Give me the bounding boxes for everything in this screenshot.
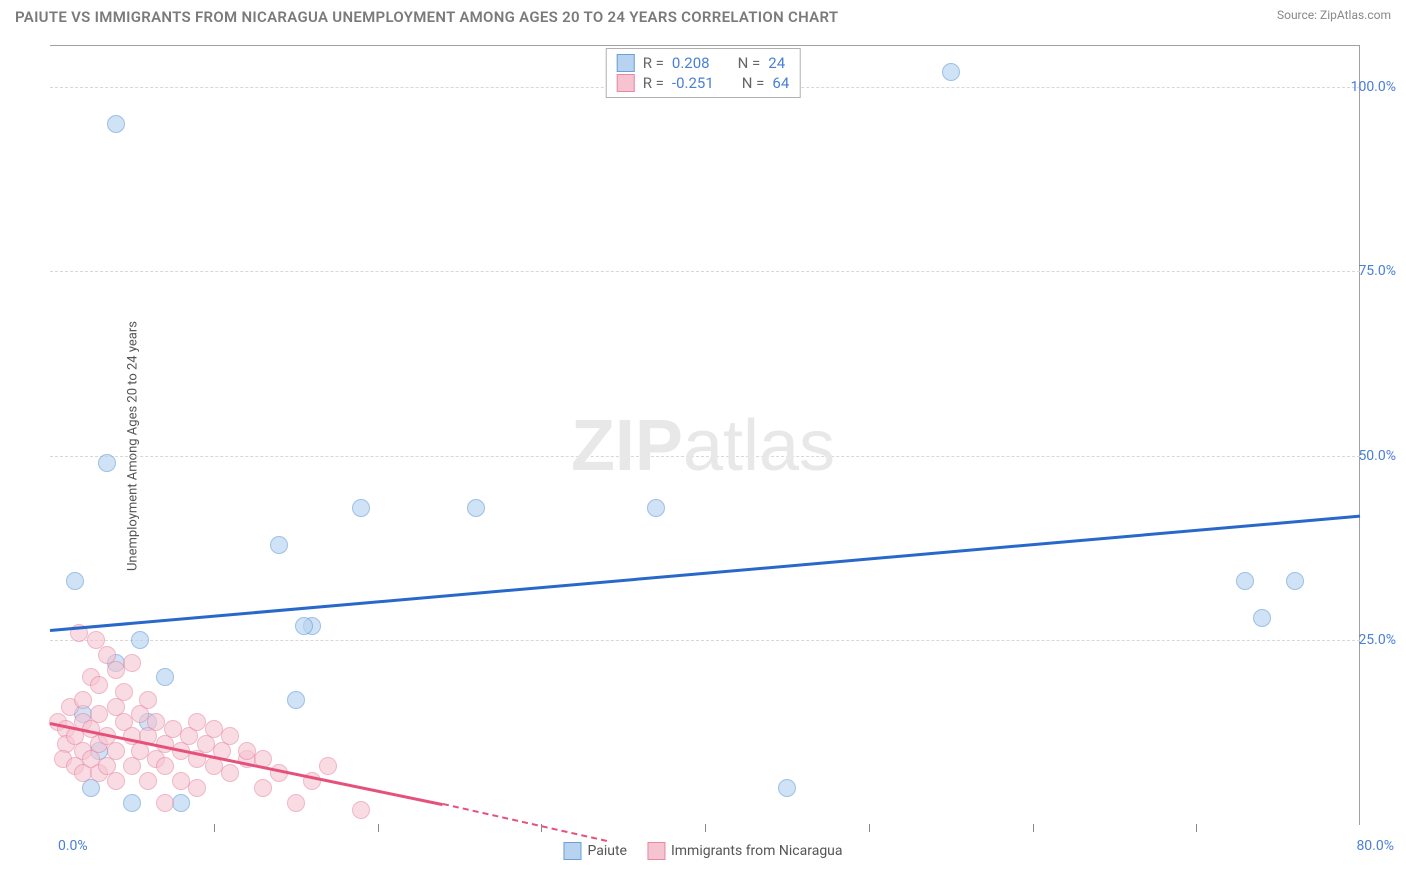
n-label: N = — [738, 54, 761, 72]
x-tick — [1196, 824, 1197, 832]
legend-item-nicaragua: Immigrants from Nicaragua — [647, 842, 843, 860]
scatter-point — [1236, 572, 1254, 590]
scatter-point — [164, 720, 182, 738]
swatch-nicaragua — [617, 74, 635, 92]
scatter-point — [156, 757, 174, 775]
x-tick — [214, 824, 215, 832]
scatter-point — [352, 499, 370, 517]
chart-header: PAIUTE VS IMMIGRANTS FROM NICARAGUA UNEM… — [0, 0, 1406, 40]
chart-container: PAIUTE VS IMMIGRANTS FROM NICARAGUA UNEM… — [0, 0, 1406, 892]
y-tick-label: 75.0% — [1358, 263, 1396, 279]
chart-title: PAIUTE VS IMMIGRANTS FROM NICARAGUA UNEM… — [15, 8, 838, 26]
scatter-point — [205, 720, 223, 738]
scatter-point — [115, 683, 133, 701]
x-tick — [378, 824, 379, 832]
scatter-point — [238, 742, 256, 760]
scatter-point — [156, 668, 174, 686]
legend-swatch-paiute — [563, 842, 581, 860]
legend-label-paiute: Paiute — [587, 843, 627, 859]
scatter-point — [98, 454, 116, 472]
scatter-point — [467, 499, 485, 517]
scatter-point — [107, 772, 125, 790]
scatter-point — [131, 631, 149, 649]
y-tick-label: 25.0% — [1358, 632, 1396, 648]
scatter-point — [123, 654, 141, 672]
x-tick-label-min: 0.0% — [58, 838, 88, 854]
scatter-point — [87, 631, 105, 649]
scatter-point — [172, 794, 190, 812]
scatter-point — [139, 691, 157, 709]
legend: Paiute Immigrants from Nicaragua — [563, 842, 842, 860]
scatter-point — [942, 63, 960, 81]
gridline — [50, 271, 1360, 272]
x-tick-label-max: 80.0% — [1356, 838, 1394, 854]
scatter-point — [778, 779, 796, 797]
x-tick — [869, 824, 870, 832]
stats-row-nicaragua: R = -0.251 N = 64 — [617, 73, 790, 93]
scatter-point — [295, 617, 313, 635]
r-value-paiute: 0.208 — [672, 54, 710, 72]
stats-box: R = 0.208 N = 24 R = -0.251 N = 64 — [606, 48, 801, 98]
scatter-point — [172, 772, 190, 790]
scatter-point — [270, 536, 288, 554]
scatter-point — [647, 499, 665, 517]
y-tick-label: 50.0% — [1358, 448, 1396, 464]
scatter-point — [156, 794, 174, 812]
scatter-point — [123, 794, 141, 812]
scatter-point — [188, 779, 206, 797]
legend-label-nicaragua: Immigrants from Nicaragua — [671, 843, 843, 859]
scatter-point — [1253, 609, 1271, 627]
scatter-point — [107, 661, 125, 679]
gridline — [50, 640, 1360, 641]
scatter-point — [352, 801, 370, 819]
stats-row-paiute: R = 0.208 N = 24 — [617, 53, 790, 73]
n-value-nicaragua: 64 — [772, 74, 789, 92]
r-value-nicaragua: -0.251 — [672, 74, 714, 92]
scatter-point — [254, 779, 272, 797]
chart-frame — [50, 45, 1360, 825]
scatter-point — [319, 757, 337, 775]
scatter-point — [90, 676, 108, 694]
scatter-point — [107, 115, 125, 133]
scatter-point — [66, 572, 84, 590]
scatter-point — [221, 727, 239, 745]
scatter-point — [107, 742, 125, 760]
gridline — [50, 456, 1360, 457]
swatch-paiute — [617, 54, 635, 72]
scatter-point — [147, 713, 165, 731]
scatter-point — [1286, 572, 1304, 590]
scatter-point — [188, 713, 206, 731]
scatter-point — [287, 794, 305, 812]
scatter-point — [221, 764, 239, 782]
n-label: N = — [742, 74, 765, 92]
source-label: Source: ZipAtlas.com — [1277, 8, 1391, 22]
scatter-point — [74, 691, 92, 709]
y-tick-label: 100.0% — [1351, 79, 1396, 95]
x-tick — [705, 824, 706, 832]
r-label: R = — [643, 54, 664, 72]
x-tick — [1033, 824, 1034, 832]
legend-swatch-nicaragua — [647, 842, 665, 860]
legend-item-paiute: Paiute — [563, 842, 627, 860]
scatter-point — [90, 705, 108, 723]
scatter-point — [287, 691, 305, 709]
scatter-point — [139, 772, 157, 790]
n-value-paiute: 24 — [768, 54, 785, 72]
r-label: R = — [643, 74, 664, 92]
